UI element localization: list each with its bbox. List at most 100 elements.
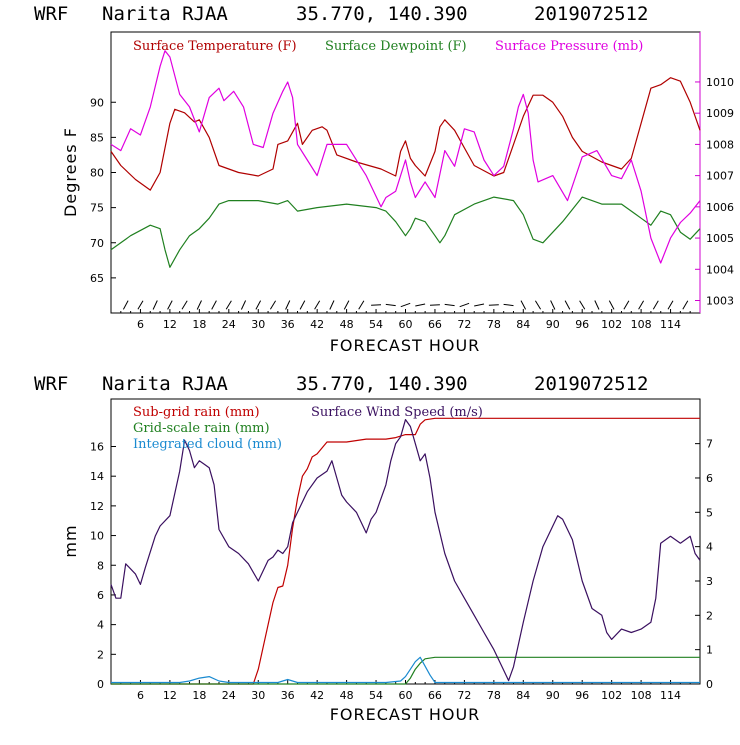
panel1-y2-tick-label: 1006 <box>706 201 734 214</box>
wind-barb <box>386 304 396 305</box>
panel2-x-tick-label: 54 <box>369 689 383 702</box>
panel1-station-label: Narita RJAA <box>102 3 228 25</box>
panel1-y-tick-label: 75 <box>90 202 104 215</box>
wind-barb <box>330 301 334 310</box>
panel2-y-tick-label: 10 <box>90 530 104 543</box>
wind-barb <box>521 301 526 310</box>
panel1-x-tick-label: 66 <box>428 318 442 331</box>
wind-barb <box>683 301 688 310</box>
panel1-wind-barbs <box>123 301 687 310</box>
panel1-y-tick-label: 65 <box>90 272 104 285</box>
wind-barb <box>123 301 128 310</box>
panel2-x-tick-label: 72 <box>457 689 471 702</box>
panel1-coords-label: 35.770, 140.390 <box>296 3 468 25</box>
panel1-x-tick-label: 90 <box>546 318 560 331</box>
wind-barb <box>580 301 585 310</box>
panel1-y-axis-title: Degrees F <box>61 127 80 217</box>
wind-barb <box>197 301 201 310</box>
panel1-x-tick-label: 18 <box>192 318 206 331</box>
panel1-x-tick-label: 96 <box>575 318 589 331</box>
panel2-station-label: Narita RJAA <box>102 373 228 395</box>
panel1-x-tick-label: 24 <box>222 318 236 331</box>
panel2-x-tick-label: 48 <box>340 689 354 702</box>
panel1-y-tick-label: 70 <box>90 237 104 250</box>
panel2-x-tick-label: 108 <box>631 689 652 702</box>
panel2-x-tick-label: 18 <box>192 689 206 702</box>
panel2-x-tick-label: 78 <box>487 689 501 702</box>
panel1-x-tick-label: 48 <box>340 318 354 331</box>
wind-barb <box>460 303 469 306</box>
panel1-y-tick-label: 85 <box>90 131 104 144</box>
panel2-surface-wind-speed-line <box>111 420 700 681</box>
panel2-y-tick-label: 16 <box>90 441 104 454</box>
panel1-y2-tick-label: 1008 <box>706 138 734 151</box>
legend-surface-wind-speed: Surface Wind Speed (m/s) <box>311 405 483 420</box>
panel2-x-tick-label: 24 <box>222 689 236 702</box>
panel1-x-tick-label: 54 <box>369 318 383 331</box>
panel1-y2-tick-label: 1003 <box>706 295 734 308</box>
wind-barb <box>315 301 320 310</box>
wind-barb <box>535 301 540 310</box>
panel1-y2-tick-label: 1009 <box>706 107 734 120</box>
panel2-grid-scale-rain-line <box>111 657 700 684</box>
panel2-y2-tick-label: 2 <box>706 609 713 622</box>
legend-subgrid-rain: Sub-grid rain (mm) <box>133 405 260 420</box>
panel2-x-tick-label: 102 <box>601 689 622 702</box>
panel2-x-tick-label: 66 <box>428 689 442 702</box>
panel1-y2-tick-label: 1004 <box>706 263 734 276</box>
panel1-x-tick-label: 78 <box>487 318 501 331</box>
wind-barb <box>241 301 245 310</box>
wind-barb <box>445 304 455 305</box>
panel2-x-tick-label: 12 <box>163 689 177 702</box>
wind-barb <box>270 301 275 310</box>
panel2-y-tick-label: 4 <box>97 619 104 632</box>
wind-barb <box>551 301 555 310</box>
panel2-x-tick-label: 60 <box>399 689 413 702</box>
wind-barb <box>168 301 173 310</box>
panel2-series-lines <box>111 418 700 684</box>
panel2-y2-tick-label: 3 <box>706 575 713 588</box>
panel2-x-tick-label: 6 <box>137 689 144 702</box>
panel2-y-tick-label: 8 <box>97 559 104 572</box>
panel1-y2-tick-label: 1010 <box>706 76 734 89</box>
panel2-y2-tick-label: 0 <box>706 678 713 691</box>
panel2-coords-label: 35.770, 140.390 <box>296 373 468 395</box>
panel2-y2-tick-label: 7 <box>706 438 713 451</box>
panel1-plot-frame <box>111 32 700 313</box>
wind-barb <box>668 301 673 310</box>
panel1-x-tick-label: 102 <box>601 318 622 331</box>
panel1-x-tick-label: 42 <box>310 318 324 331</box>
panel1-x-tick-label: 12 <box>163 318 177 331</box>
wind-barb <box>595 301 599 310</box>
panel1-y-tick-label: 90 <box>90 96 104 109</box>
panel2-x-tick-label: 36 <box>281 689 295 702</box>
panel2-sub-grid-rain-line <box>111 418 700 684</box>
panel2-y-tick-label: 0 <box>97 678 104 691</box>
panel2-y2-tick-label: 5 <box>706 506 713 519</box>
panel2-model-label: WRF <box>34 373 68 395</box>
panel1-x-tick-label: 36 <box>281 318 295 331</box>
panel1-x-tick-label: 60 <box>399 318 413 331</box>
wind-barb <box>226 301 231 310</box>
wind-barb <box>639 301 644 310</box>
legend-surface-pressure: Surface Pressure (mb) <box>495 39 643 54</box>
panel1-model-label: WRF <box>34 3 68 25</box>
wind-barb <box>401 303 410 306</box>
panel1-x-tick-label: 84 <box>516 318 530 331</box>
wind-barb <box>182 301 187 310</box>
wind-barb <box>256 301 261 310</box>
panel1-surface-temperature-line <box>111 78 700 190</box>
panel1-x-tick-label: 108 <box>631 318 652 331</box>
panel1-series-lines <box>111 51 700 268</box>
panel2-y2-tick-label: 1 <box>706 644 713 657</box>
wind-barb <box>565 301 570 310</box>
panel1-x-tick-label: 114 <box>660 318 681 331</box>
legend-integrated-cloud: Integrated cloud (mm) <box>133 437 282 452</box>
legend-surface-temperature: Surface Temperature (F) <box>133 39 297 54</box>
panel2-x-tick-label: 90 <box>546 689 560 702</box>
panel1-x-tick-label: 30 <box>251 318 265 331</box>
wind-barb <box>286 301 290 310</box>
